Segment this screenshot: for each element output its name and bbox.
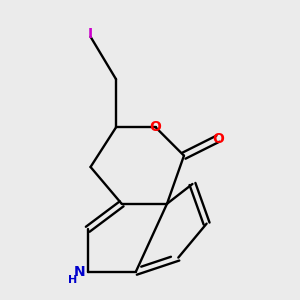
Text: N: N bbox=[73, 265, 85, 279]
Text: O: O bbox=[150, 120, 162, 134]
Text: I: I bbox=[88, 27, 93, 41]
Text: O: O bbox=[212, 132, 224, 146]
Text: H: H bbox=[68, 275, 77, 285]
